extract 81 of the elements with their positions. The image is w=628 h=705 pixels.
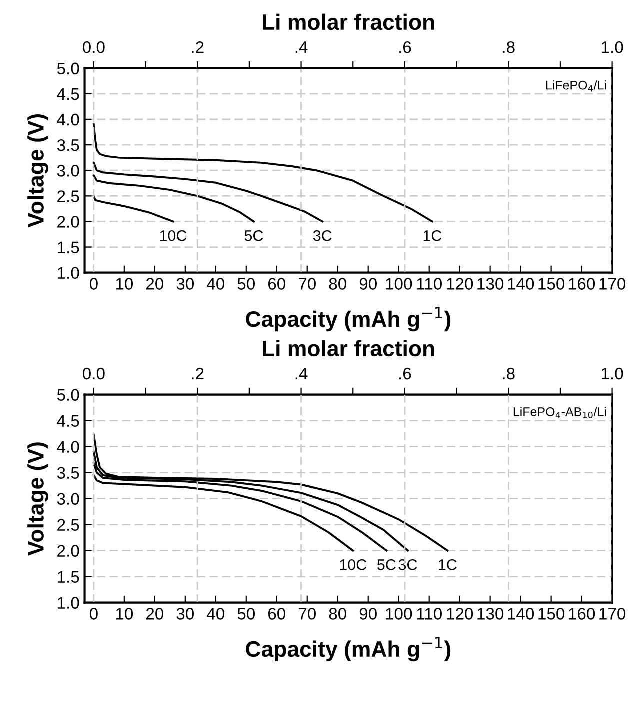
x-tick-label: 40 (207, 278, 225, 290)
x-axis-title: Capacity (mAh g$^{−1}$) (246, 307, 451, 332)
y-tick-label: 4.5 (57, 415, 80, 427)
x-tick-label: 170 (600, 278, 626, 290)
series-label: 3C (313, 230, 332, 242)
y-tick-label: 3.5 (57, 139, 80, 152)
y-tick-label: 3.0 (57, 493, 80, 505)
x2-tick-label: 0.0 (82, 368, 105, 380)
y-tick-label: 2.5 (58, 190, 80, 202)
x-tick-label: 20 (146, 278, 164, 290)
x-tick-label: 110 (417, 608, 442, 620)
x2-tick-label: .4 (296, 368, 308, 380)
x-tick-label: 0 (90, 608, 98, 620)
x-tick-label: 80 (329, 608, 346, 620)
y-tick-label: 1.5 (58, 242, 80, 254)
series-label: 5C (244, 230, 264, 242)
x2-tick-label: .2 (192, 368, 204, 380)
x-tick-label: 100 (386, 608, 412, 620)
annotation: LiFePO$_{4}$/Li (546, 80, 606, 92)
x-tick-label: 150 (538, 608, 565, 620)
x2-tick-label: .8 (503, 368, 515, 380)
y-tick-label: 4.0 (57, 441, 80, 453)
y-tick-label: 4.5 (57, 88, 80, 100)
x-tick-label: 10 (116, 278, 134, 290)
x-tick-label: 30 (176, 608, 194, 620)
y-tick-label: 5.0 (57, 389, 80, 402)
x2-tick-label: .4 (296, 42, 308, 54)
series-label: 1C (439, 560, 457, 570)
y-tick-label: 2.0 (58, 216, 80, 228)
y-tick-label: 1.0 (58, 267, 80, 280)
series-label: 10C (340, 560, 367, 570)
x-tick-label: 100 (386, 278, 412, 290)
x-tick-label: 60 (268, 278, 286, 290)
x-tick-label: 70 (298, 278, 316, 290)
y-tick-label: 3.0 (57, 165, 80, 177)
y-tick-label: 1.0 (58, 597, 80, 609)
y-tick-label: 3.5 (57, 467, 80, 479)
y-tick-label: 4.0 (57, 114, 80, 126)
x-tick-label: 30 (176, 278, 194, 290)
x-tick-label: 80 (329, 278, 346, 290)
x2-axis-title: Li molar fraction (262, 340, 434, 357)
y-tick-label: 5.0 (57, 62, 80, 75)
x-tick-label: 50 (238, 608, 256, 620)
x-tick-label: 10 (116, 608, 134, 620)
x-tick-label: 160 (569, 608, 596, 620)
y-tick-label: 2.0 (58, 545, 80, 557)
x2-tick-label: .2 (192, 41, 204, 54)
x-tick-label: 130 (478, 278, 504, 290)
x-tick-label: 20 (146, 608, 164, 620)
x2-tick-label: .6 (400, 368, 412, 380)
x-axis-title: Capacity (mAh g$^{−1}$) (246, 637, 451, 662)
x-tick-label: 150 (538, 278, 565, 290)
x-tick-label: 70 (298, 608, 316, 620)
x2-tick-label: .8 (503, 41, 515, 54)
x2-tick-label: 0.0 (82, 41, 105, 54)
x2-tick-label: .6 (400, 41, 412, 54)
y-tick-label: 1.5 (58, 571, 80, 583)
x-tick-label: 90 (360, 608, 377, 620)
y-axis-title: Voltage (V) (28, 114, 48, 228)
y-axis-title: Voltage (V) (28, 442, 48, 556)
x-tick-label: 90 (360, 278, 377, 290)
annotation: LiFePO$_{4}$-AB$_{10}$/Li (514, 407, 606, 418)
y-tick-label: 2.5 (58, 519, 80, 531)
x-tick-label: 40 (207, 608, 225, 620)
series-label: 1C (424, 230, 442, 242)
x-tick-label: 160 (569, 278, 596, 290)
x-tick-label: 60 (268, 608, 286, 620)
x-tick-label: 120 (447, 278, 474, 290)
x2-tick-label: 1.0 (602, 41, 624, 54)
x-tick-label: 140 (508, 278, 534, 290)
x-tick-label: 140 (508, 608, 534, 620)
x2-axis-title: Li molar fraction (262, 14, 434, 30)
x2-tick-label: 1.0 (602, 368, 624, 380)
series-label: 5C (378, 560, 396, 570)
x-tick-label: 110 (417, 278, 442, 290)
x-tick-label: 0 (90, 278, 98, 290)
x-tick-label: 50 (238, 278, 256, 290)
x-tick-label: 120 (447, 608, 474, 620)
x-tick-label: 130 (478, 608, 504, 620)
x-tick-label: 170 (600, 608, 626, 620)
series-label: 10C (160, 230, 187, 242)
